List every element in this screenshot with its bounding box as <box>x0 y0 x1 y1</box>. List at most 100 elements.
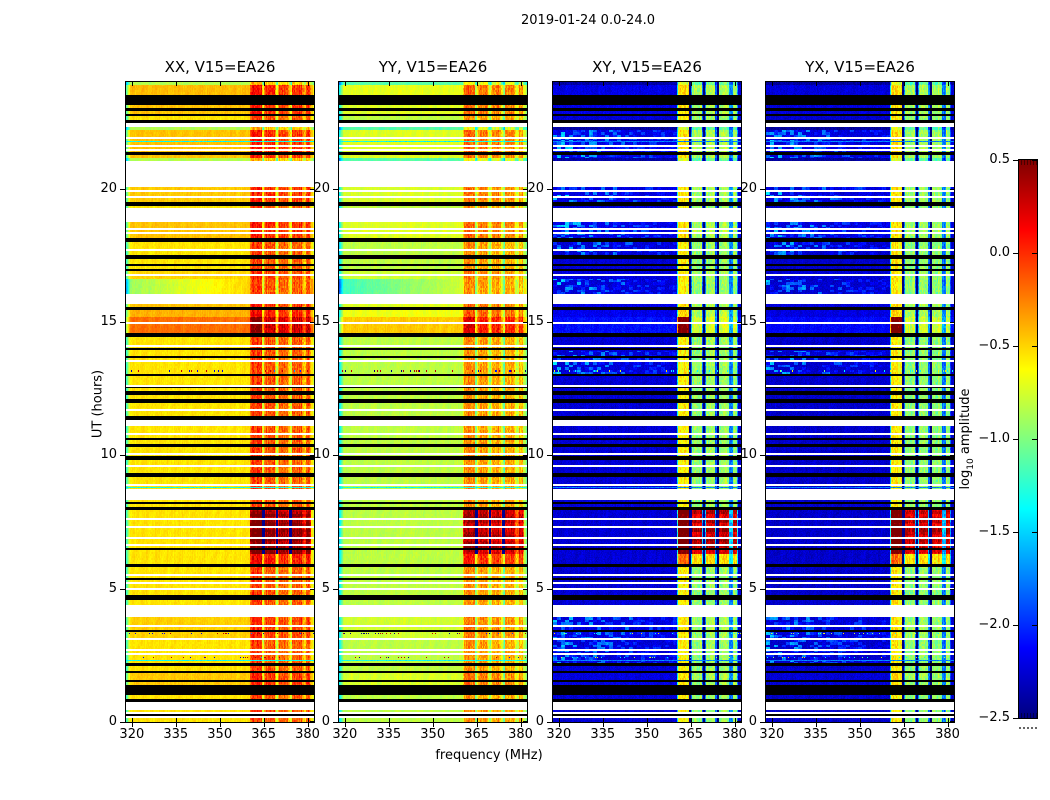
panel-title-yy: YY, V15=EA26 <box>378 58 488 76</box>
x-tick-label: 365 <box>678 727 704 742</box>
colorbar-tick-label: −2.0 <box>978 617 1010 632</box>
x-tick <box>559 723 560 727</box>
y-tick-label: 5 <box>108 580 117 596</box>
y-tick <box>547 189 552 190</box>
heatmap-canvas-xy <box>553 82 741 722</box>
panel-title-xx: XX, V15=EA26 <box>164 58 276 76</box>
x-tick-label: 365 <box>891 727 917 742</box>
heatmap-panel-yx <box>765 81 955 723</box>
y-tick <box>760 322 765 323</box>
colorbar <box>1018 159 1038 719</box>
x-tick <box>904 723 905 727</box>
y-tick <box>760 722 765 723</box>
y-tick-label: 20 <box>100 180 117 196</box>
x-tick <box>345 723 346 727</box>
x-tick-label: 335 <box>803 727 829 742</box>
x-tick <box>433 723 434 727</box>
x-tick-label: 335 <box>376 727 402 742</box>
x-tick-label: 380 <box>722 727 747 742</box>
x-tick <box>132 723 133 727</box>
y-tick-label: 5 <box>535 580 544 596</box>
x-tick <box>735 723 736 727</box>
y-tick <box>120 722 125 723</box>
colorbar-gradient <box>1019 160 1037 718</box>
y-tick-label: 10 <box>527 447 544 463</box>
x-tick <box>176 723 177 727</box>
x-tick <box>477 723 478 727</box>
colorbar-label-rest: amplitude <box>958 388 974 459</box>
x-tick <box>220 723 221 727</box>
y-tick <box>120 455 125 456</box>
y-tick-label: 5 <box>321 580 330 596</box>
y-tick <box>547 322 552 323</box>
y-tick-label: 15 <box>100 314 117 329</box>
x-tick <box>264 723 265 727</box>
y-tick <box>760 589 765 590</box>
x-tick-label: 320 <box>546 727 572 742</box>
x-tick <box>308 723 309 727</box>
x-tick-label: 350 <box>207 727 233 742</box>
y-tick <box>120 589 125 590</box>
y-tick-label: 0 <box>748 714 757 729</box>
y-tick-label: 15 <box>313 314 330 329</box>
y-tick-label: 10 <box>100 447 117 463</box>
heatmap-panel-xx <box>125 81 315 723</box>
y-tick-label: 20 <box>740 180 757 196</box>
x-tick-label: 380 <box>508 727 533 742</box>
colorbar-tick <box>1013 625 1018 626</box>
panel-title-yx: YX, V15=EA26 <box>805 58 915 76</box>
x-tick-label: 335 <box>590 727 616 742</box>
x-tick <box>521 723 522 727</box>
y-tick-label: 15 <box>740 314 757 329</box>
y-tick-label: 5 <box>748 580 757 596</box>
panel-title-xy: XY, V15=EA26 <box>592 58 702 76</box>
colorbar-tick-label: −1.0 <box>978 431 1010 446</box>
x-tick <box>948 723 949 727</box>
y-tick-label: 0 <box>535 714 544 729</box>
x-tick-label: 320 <box>759 727 785 742</box>
y-tick <box>333 322 338 323</box>
y-tick-label: 0 <box>321 714 330 729</box>
colorbar-tick <box>1013 439 1018 440</box>
x-tick <box>816 723 817 727</box>
x-tick-label: 320 <box>119 727 145 742</box>
colorbar-tick-label: −2.5 <box>978 710 1010 725</box>
y-tick <box>333 589 338 590</box>
x-tick-label: 380 <box>295 727 320 742</box>
y-tick <box>333 189 338 190</box>
y-tick-label: 20 <box>527 180 544 196</box>
x-tick-label: 320 <box>332 727 358 742</box>
x-tick-label: 350 <box>847 727 873 742</box>
heatmap-panel-yy <box>338 81 528 723</box>
y-axis-label: UT (hours) <box>90 369 106 439</box>
colorbar-tick-label: 0.5 <box>989 152 1010 167</box>
x-tick-label: 335 <box>163 727 189 742</box>
colorbar-tick <box>1013 718 1018 719</box>
colorbar-tick <box>1013 532 1018 533</box>
x-tick <box>691 723 692 727</box>
y-tick-label: 0 <box>108 714 117 729</box>
x-tick <box>389 723 390 727</box>
colorbar-label: log10 amplitude <box>958 388 976 489</box>
y-tick-label: 15 <box>527 314 544 329</box>
x-tick <box>647 723 648 727</box>
heatmap-canvas-yx <box>766 82 954 722</box>
y-tick-label: 20 <box>313 180 330 196</box>
figure-title: 2019-01-24 0.0-24.0 <box>521 13 655 28</box>
colorbar-tick <box>1013 253 1018 254</box>
y-tick <box>547 589 552 590</box>
y-tick-label: 10 <box>740 447 757 463</box>
x-tick-label: 365 <box>464 727 490 742</box>
x-tick-label: 380 <box>935 727 960 742</box>
heatmap-canvas-xx <box>126 82 314 722</box>
y-tick <box>547 722 552 723</box>
heatmap-canvas-yy <box>339 82 527 722</box>
x-tick <box>603 723 604 727</box>
y-tick <box>120 189 125 190</box>
y-tick-label: 10 <box>313 447 330 463</box>
y-tick <box>547 455 552 456</box>
x-axis-label: frequency (MHz) <box>435 748 543 763</box>
colorbar-extend-hatch <box>1019 727 1037 729</box>
colorbar-tick <box>1013 160 1018 161</box>
